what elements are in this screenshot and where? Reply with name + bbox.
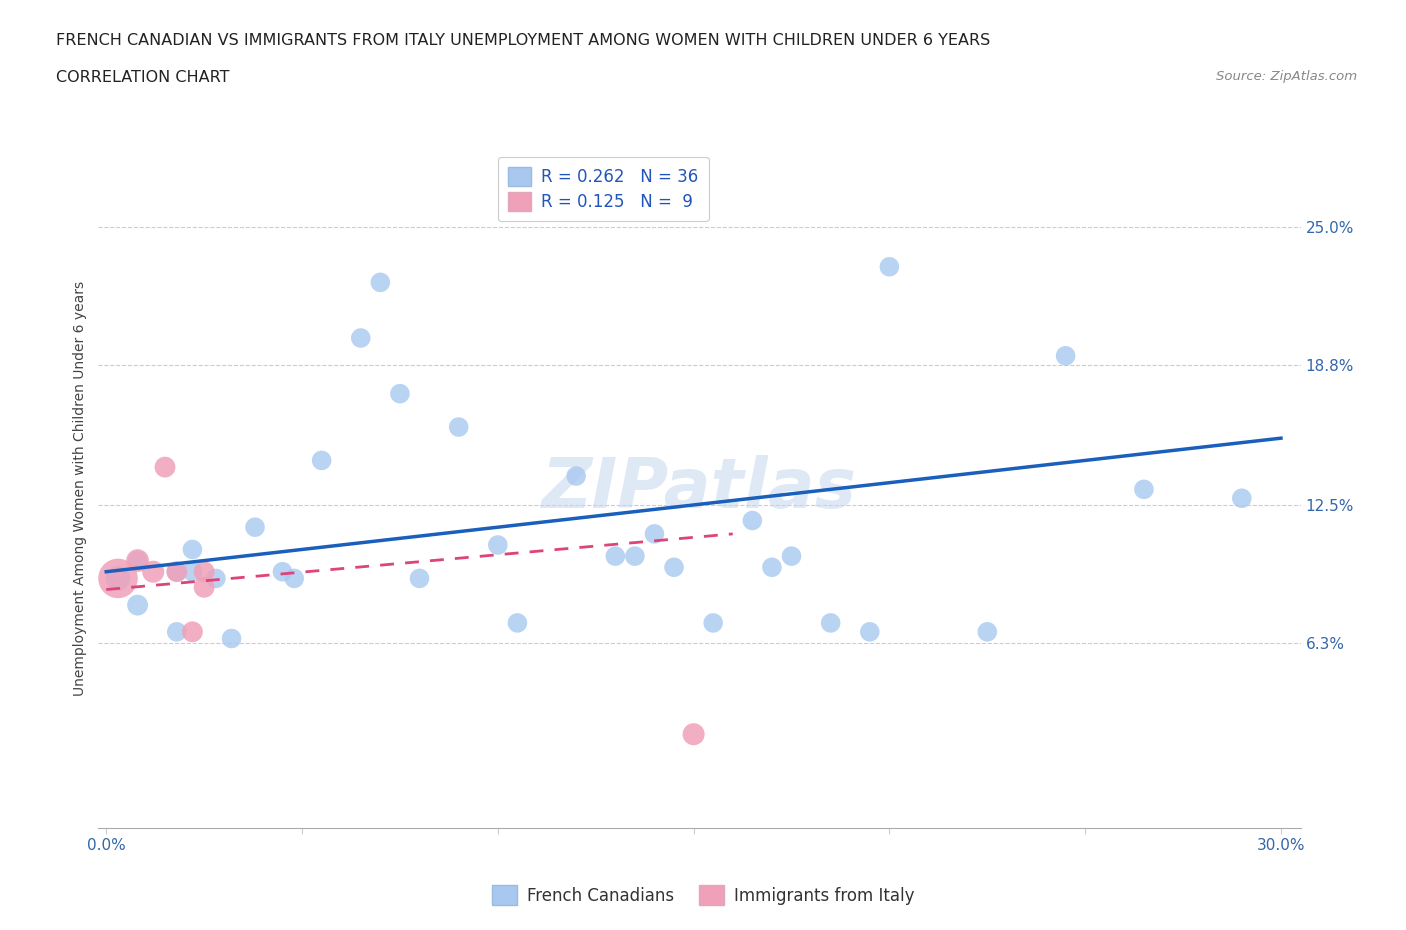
Point <box>1054 349 1077 364</box>
Point <box>127 553 149 568</box>
Point <box>370 275 392 290</box>
Point <box>193 565 215 579</box>
Point <box>142 565 165 579</box>
Point <box>624 549 647 564</box>
Point <box>1230 491 1253 506</box>
Point <box>350 330 373 345</box>
Point <box>205 571 228 586</box>
Text: Source: ZipAtlas.com: Source: ZipAtlas.com <box>1216 70 1357 83</box>
Point <box>181 542 204 557</box>
Point <box>127 598 149 613</box>
Point <box>181 565 204 579</box>
Legend: French Canadians, Immigrants from Italy: French Canadians, Immigrants from Italy <box>485 878 921 912</box>
Point <box>408 571 430 586</box>
Point <box>879 259 901 274</box>
Point <box>127 553 149 568</box>
Point <box>702 616 724 631</box>
Point <box>859 624 882 639</box>
Text: FRENCH CANADIAN VS IMMIGRANTS FROM ITALY UNEMPLOYMENT AMONG WOMEN WITH CHILDREN : FRENCH CANADIAN VS IMMIGRANTS FROM ITALY… <box>56 33 990 47</box>
Point <box>166 624 188 639</box>
Text: CORRELATION CHART: CORRELATION CHART <box>56 70 229 85</box>
Point <box>283 571 305 586</box>
Point <box>976 624 998 639</box>
Point <box>486 538 509 552</box>
Point <box>271 565 294 579</box>
Point <box>311 453 333 468</box>
Text: ZIPatlas: ZIPatlas <box>541 455 858 522</box>
Point <box>741 513 763 528</box>
Point <box>662 560 685 575</box>
Point <box>243 520 266 535</box>
Point <box>820 616 842 631</box>
Point <box>1133 482 1156 497</box>
Point <box>605 549 627 564</box>
Legend: R = 0.262   N = 36, R = 0.125   N =  9: R = 0.262 N = 36, R = 0.125 N = 9 <box>498 157 709 221</box>
Point <box>166 565 188 579</box>
Point <box>447 419 470 434</box>
Point <box>643 526 665 541</box>
Point <box>221 631 243 646</box>
Point <box>107 571 129 586</box>
Point <box>388 386 411 401</box>
Point <box>761 560 783 575</box>
Point <box>565 469 588 484</box>
Point <box>193 580 215 595</box>
Point <box>181 624 204 639</box>
Point <box>506 616 529 631</box>
Point <box>107 571 129 586</box>
Point <box>780 549 803 564</box>
Point <box>153 459 176 474</box>
Point <box>166 565 188 579</box>
Point <box>682 726 704 741</box>
Y-axis label: Unemployment Among Women with Children Under 6 years: Unemployment Among Women with Children U… <box>73 281 87 696</box>
